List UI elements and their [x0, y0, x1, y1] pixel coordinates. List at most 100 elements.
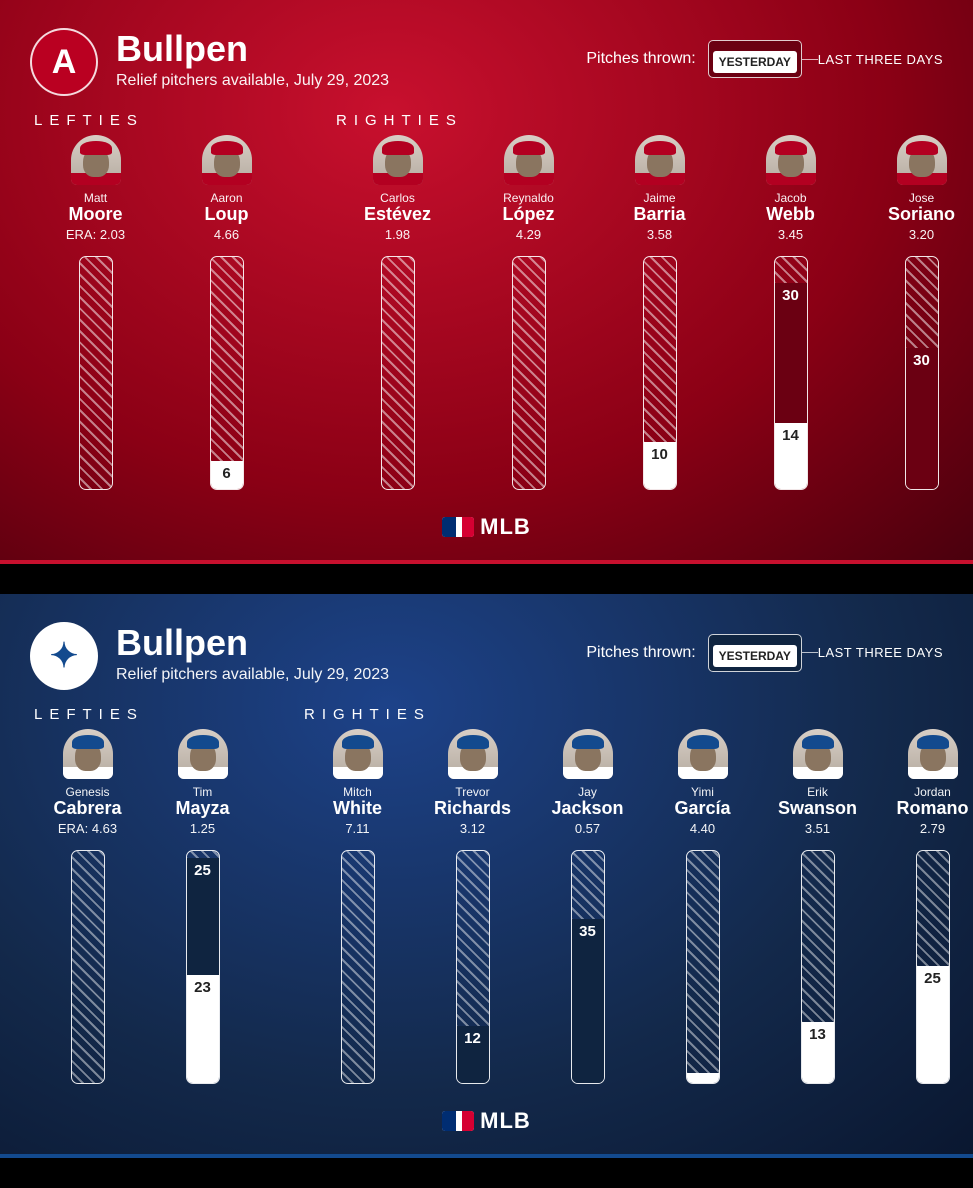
panel-title: Bullpen — [116, 622, 568, 664]
footer-logo: MLB — [30, 514, 943, 540]
player-first-name: Matt — [84, 191, 107, 205]
title-block: BullpenRelief pitchers available, July 2… — [116, 622, 568, 684]
cap-icon — [906, 141, 938, 155]
player-last-name: Mayza — [175, 799, 229, 819]
cap-icon — [187, 735, 219, 749]
pitch-bar — [79, 256, 113, 490]
jersey-icon — [63, 767, 113, 779]
player-headshot — [202, 135, 252, 185]
player-era: 0.57 — [575, 821, 600, 836]
jersey-icon — [908, 767, 958, 779]
player-headshot — [678, 729, 728, 779]
mlb-icon — [442, 517, 474, 537]
pitcher-card: TimMayza 1.25 2523 — [145, 729, 260, 1084]
player-first-name: Jose — [909, 191, 934, 205]
player-era: 4.29 — [516, 227, 541, 242]
bar-remaining — [80, 257, 112, 490]
player-first-name: Tim — [193, 785, 213, 799]
player-last-name: García — [674, 799, 730, 819]
cap-icon — [342, 735, 374, 749]
legend: Pitches thrown: YESTERDAY LAST THREE DAYS — [586, 40, 943, 78]
panel-header: ✦BullpenRelief pitchers available, July … — [30, 622, 943, 690]
pitch-bar: 3014 — [774, 256, 808, 490]
player-era: 3.58 — [647, 227, 672, 242]
player-headshot — [793, 729, 843, 779]
pitcher-card: TrevorRichards3.1212 — [415, 729, 530, 1084]
pitch-bar: 25 — [916, 850, 950, 1084]
legend-swatch-yesterday: YESTERDAY — [713, 51, 797, 73]
player-headshot — [908, 729, 958, 779]
pitcher-card: JaimeBarria3.5810 — [594, 135, 725, 490]
jersey-icon — [178, 767, 228, 779]
jersey-icon — [897, 173, 947, 185]
pitch-bar — [381, 256, 415, 490]
legend: Pitches thrown:YESTERDAYLAST THREE DAYS — [586, 634, 943, 672]
group-label: LEFTIES — [34, 112, 292, 129]
legend-label: Pitches thrown: — [586, 50, 695, 68]
player-era: 3.20 — [909, 227, 934, 242]
pitch-bar: 10 — [643, 256, 677, 490]
bullpen-panel: ✦BullpenRelief pitchers available, July … — [0, 594, 973, 1158]
bar-yesterday: 13 — [802, 1022, 834, 1083]
panel-subtitle: Relief pitchers available, July 29, 2023 — [116, 72, 568, 90]
group-label: RIGHTIES — [304, 706, 973, 723]
player-headshot — [373, 135, 423, 185]
bar-remaining — [906, 257, 938, 351]
player-first-name: Trevor — [455, 785, 489, 799]
player-first-name: Erik — [807, 785, 828, 799]
player-first-name: Mitch — [343, 785, 372, 799]
cap-icon — [382, 141, 414, 155]
bar-last3: 25 — [187, 858, 219, 975]
player-era: 4.40 — [690, 821, 715, 836]
player-era: ERA: 2.03 — [66, 227, 125, 242]
player-last-name: Webb — [766, 205, 815, 225]
player-era: 2.79 — [920, 821, 945, 836]
bar-yesterday: 14 — [775, 423, 807, 489]
player-headshot — [448, 729, 498, 779]
bar-remaining — [644, 257, 676, 444]
player-era: 1.25 — [190, 821, 215, 836]
pitcher-card: JacobWebb3.453014 — [725, 135, 856, 490]
footer-text: MLB — [480, 514, 531, 540]
pitcher-group: RIGHTIES CarlosEstévez 1.98 ReynaldoLópez4.… — [332, 112, 973, 490]
bar-remaining — [382, 257, 414, 490]
pitcher-card: MattMooreERA: 2.03 — [30, 135, 161, 490]
player-era: 1.98 — [385, 227, 410, 242]
groups-row: LEFTIESMattMooreERA: 2.03AaronLoup4.666R… — [30, 112, 943, 490]
bar-yesterday: 23 — [187, 975, 219, 1083]
bar-remaining — [513, 257, 545, 490]
bar-last3: 30 — [775, 283, 807, 423]
group-label: RIGHTIES — [336, 112, 973, 129]
player-last-name: White — [333, 799, 382, 819]
player-first-name: Jordan — [914, 785, 951, 799]
legend-caption-last3: LAST THREE DAYS — [818, 645, 943, 660]
pitch-bar — [71, 850, 105, 1084]
pitcher-group: LEFTIESGenesisCabreraERA: 4.63TimMayza1.… — [30, 706, 260, 1084]
player-first-name: Jaime — [643, 191, 675, 205]
pitchers-row: MattMooreERA: 2.03AaronLoup4.666 — [30, 135, 292, 490]
player-headshot — [766, 135, 816, 185]
player-first-name: Genesis — [65, 785, 109, 799]
player-last-name: Swanson — [778, 799, 857, 819]
player-last-name: Romano — [897, 799, 969, 819]
player-era: 3.12 — [460, 821, 485, 836]
legend-connector — [802, 652, 818, 653]
player-headshot — [897, 135, 947, 185]
legend-swatch-last3: YESTERDAY — [708, 40, 802, 78]
pitcher-group: RIGHTIES MitchWhite7.11TrevorRichards3.12… — [300, 706, 973, 1084]
player-first-name: Jacob — [774, 191, 806, 205]
pitcher-card: JoseSoriano3.2030 — [856, 135, 973, 490]
legend-boxes: YESTERDAY LAST THREE DAYS — [708, 40, 943, 78]
legend-caption-last3: LAST THREE DAYS — [818, 52, 943, 67]
jersey-icon — [202, 173, 252, 185]
cap-icon — [775, 141, 807, 155]
pitcher-card: MitchWhite7.11 — [300, 729, 415, 1084]
player-last-name: Estévez — [364, 205, 431, 225]
player-last-name: Loup — [205, 205, 249, 225]
bar-remaining — [342, 851, 374, 1084]
pitcher-card: ReynaldoLópez4.29 — [463, 135, 594, 490]
cap-icon — [457, 735, 489, 749]
bar-remaining — [572, 851, 604, 921]
player-first-name: Aaron — [210, 191, 242, 205]
player-first-name: Carlos — [380, 191, 415, 205]
